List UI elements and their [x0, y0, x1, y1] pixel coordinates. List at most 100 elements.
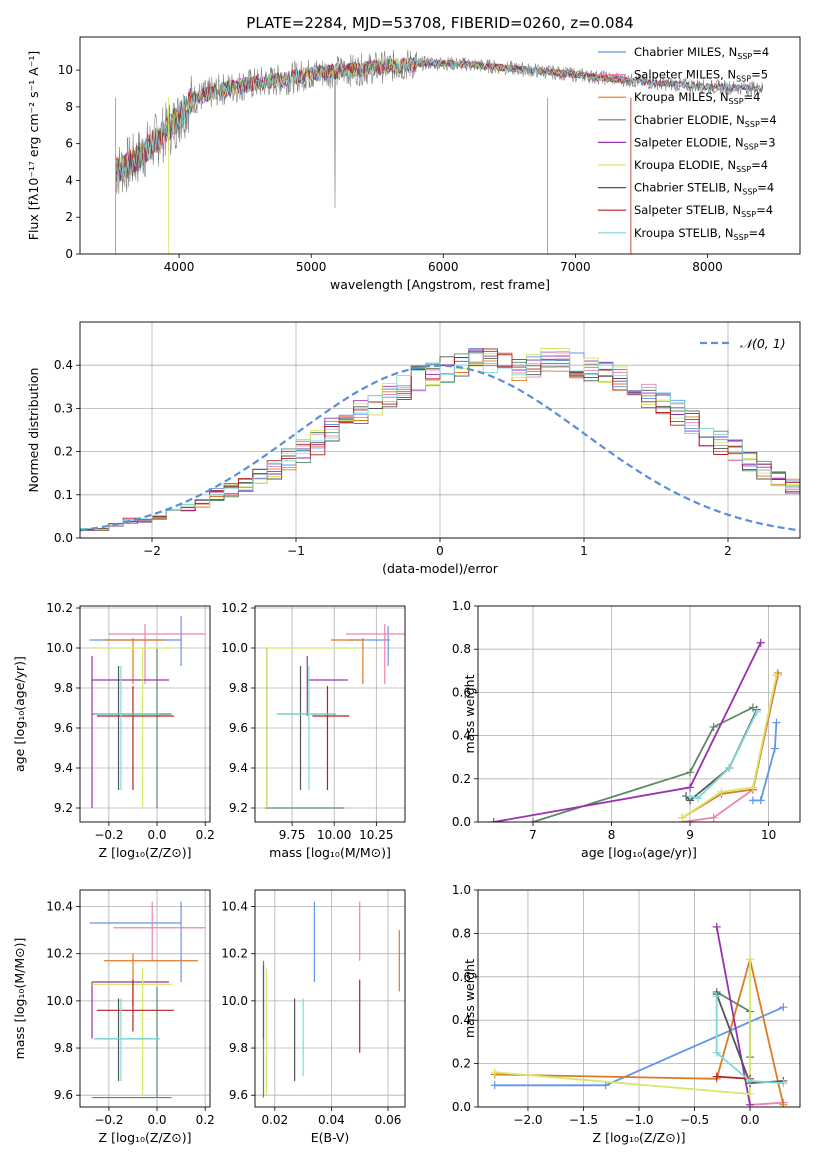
weight_vs_age-axes-frame — [477, 605, 801, 823]
residual_hist-ylabel: Normed distribution — [26, 368, 41, 493]
legend-label-text: Chabrier STELIB, N — [634, 181, 742, 195]
weight_vs_age-point-kroupa_elodie — [772, 671, 781, 680]
histogram-plot-area — [80, 347, 800, 532]
mass_vs_ebv-xtick-label: 0.04 — [318, 1113, 345, 1127]
legend-label-suffix: =4 — [756, 203, 773, 217]
weight_vs_Z-ytick-label: 0.0 — [452, 1100, 471, 1114]
residual_hist-ytick-label: 0.0 — [54, 531, 73, 545]
weight_vs_age-point-salpeter_elodie — [686, 783, 695, 792]
spectrum-xlabel: wavelength [Angstrom, rest frame] — [330, 277, 550, 292]
age_vs_Z-ytick-label: 9.6 — [54, 721, 73, 735]
weight_vs_age-point-kroupa_stelib — [752, 707, 761, 716]
age_vs_mass-xlabel: mass [log₁₀(M/M⊙)] — [269, 845, 391, 860]
spectrum-axes-frame — [79, 36, 801, 255]
age_vs_Z-ytick-label: 9.2 — [54, 801, 73, 815]
legend-label-suffix: =4 — [760, 113, 777, 127]
weight_vs_Z-xtick-label: −0.5 — [680, 1113, 709, 1127]
mass_vs_ebv-plot-area — [262, 901, 400, 1098]
weight_vs_age-series-kroupa_stelib — [689, 711, 758, 800]
weight_vs_Z-point-kroupa_miles — [779, 1100, 788, 1107]
mass_vs_ebv-axes-frame — [254, 889, 406, 1108]
weight_vs_Z-point-kroupa_stelib — [779, 1079, 788, 1088]
histogram-step-salpeter_miles — [80, 352, 800, 531]
weight_vs_Z-point-kroupa_elodie — [746, 1089, 755, 1098]
observed-spectrum-line — [115, 49, 764, 209]
weight_vs_Z-xtick-label: −1.5 — [569, 1113, 598, 1127]
residual_hist-xlabel: (data-model)/error — [382, 561, 499, 576]
weight_vs_Z-xtick-label: −1.0 — [624, 1113, 653, 1127]
weight_vs_Z-xtick-label: 0.0 — [740, 1113, 759, 1127]
legend-label-suffix: =4 — [744, 90, 761, 104]
model-spectrum-kroupa_stelib — [115, 56, 763, 184]
spectrum-xtick-label: 7000 — [560, 260, 591, 274]
weight_vs_age-ytick-label: 0.8 — [452, 642, 471, 656]
legend-label-kroupa_stelib: Kroupa STELIB, NSSP=4 — [634, 226, 765, 242]
weight_vs_age-point-kroupa_stelib — [686, 792, 695, 801]
weight_vs_Z-point-salpeter_stelib — [712, 1072, 721, 1081]
mass_vs_ebv-ytick-label: 10.4 — [221, 900, 248, 914]
spectrum-xtick-label: 5000 — [296, 260, 327, 274]
weight_vs_age-xtick-label: 10 — [761, 828, 776, 842]
legend-label-suffix: =4 — [749, 226, 766, 240]
weight_vs_Z-point-kroupa_elodie — [490, 1068, 499, 1077]
weight_vs_age-point-chabrier_miles — [748, 796, 757, 805]
age_vs_mass-ytick-label: 10.0 — [221, 641, 248, 655]
weight_vs_Z-series-salpeter_stelib — [716, 1075, 751, 1080]
weight_vs_Z-xlabel: Z [log₁₀(Z/Z⊙)] — [593, 1130, 686, 1145]
legend-label-sub: SSP — [734, 233, 749, 242]
spectrum-plot-area — [115, 49, 764, 254]
histogram-step-chabrier_miles — [80, 348, 800, 530]
histogram-step-salpeter_stelib — [80, 348, 800, 531]
spectrum-ytick-label: 4 — [65, 173, 73, 187]
mass_vs_Z-ytick-label: 9.8 — [54, 1041, 73, 1055]
weight_vs_age-point-chabrier_miles — [756, 796, 765, 805]
model-spectrum-kroupa_elodie — [115, 57, 631, 186]
histogram-axes-frame — [79, 321, 801, 539]
legend-label-sub: SSP — [745, 120, 760, 129]
weight_vs_age-xtick-label: 9 — [686, 828, 694, 842]
weight_vs_Z-ytick-label: 0.2 — [452, 1057, 471, 1071]
age_vs_Z-xtick-label: 0.2 — [196, 828, 215, 842]
legend-label-text: Kroupa MILES, N — [634, 90, 729, 104]
legend-label-chabrier_elodie: Chabrier ELODIE, NSSP=4 — [634, 113, 777, 129]
weight_vs_Z-series-kroupa_stelib — [715, 996, 784, 1084]
age_vs_Z-ytick-label: 9.4 — [54, 761, 73, 775]
mass_vs_ebv-xtick-label: 0.02 — [261, 1113, 288, 1127]
legend-label-kroupa_elodie: Kroupa ELODIE, NSSP=4 — [634, 158, 768, 174]
weight_vs_age-point-chabrier_miles — [770, 744, 779, 753]
spectrum-ytick-label: 8 — [65, 100, 73, 114]
legend-label-sub: SSP — [741, 210, 756, 219]
mass_vs_Z-xtick-label: −0.2 — [94, 1113, 123, 1127]
weight_vs_age-ytick-label: 0.4 — [452, 729, 471, 743]
age_vs_Z-plot-area — [89, 616, 206, 808]
histogram-step-kroupa_elodie — [80, 347, 800, 530]
weight_vs_Z-series-kroupa_elodie — [494, 959, 751, 1095]
mass_vs_ebv-ytick-label: 9.8 — [229, 1041, 248, 1055]
weight_vs_Z-ytick-label: 1.0 — [452, 883, 471, 897]
mass_vs_Z-ytick-label: 10.4 — [46, 900, 73, 914]
histogram-step-kroupa_miles — [80, 349, 800, 531]
histogram-step-chabrier_elodie — [80, 353, 800, 531]
spectrum-ytick-label: 2 — [65, 210, 73, 224]
normal-distribution-curve — [80, 364, 800, 532]
mass_vs_Z-xtick-label: 0.2 — [196, 1113, 215, 1127]
spectrum-title: PLATE=2284, MJD=53708, FIBERID=0260, z=0… — [246, 14, 633, 32]
weight_vs_age-point-salpeter_elodie — [489, 818, 498, 822]
weight_vs_age-xlabel: age [log₁₀(age/yr)] — [581, 845, 697, 860]
residual_hist-xtick-label: 2 — [724, 544, 732, 558]
weight_vs_age-point-kroupa_elodie — [678, 813, 687, 822]
weight_vs_age-plot-area — [489, 638, 783, 822]
weight_vs_Z-series-salpeter_miles — [749, 1101, 784, 1106]
histogram-step-chabrier_stelib — [80, 350, 800, 530]
residual_hist-ytick-label: 0.3 — [54, 401, 73, 415]
mass_vs_ebv-ytick-label: 10.2 — [221, 947, 248, 961]
legend-label-salpeter_elodie: Salpeter ELODIE, NSSP=3 — [634, 135, 776, 151]
age_vs_mass-axes-frame — [254, 605, 406, 823]
age_vs_Z-ytick-label: 9.8 — [54, 681, 73, 695]
residual_hist-xtick-label: 0 — [436, 544, 444, 558]
weight_vs_Z-point-chabrier_miles — [779, 1003, 788, 1012]
residual_hist-ytick-label: 0.2 — [54, 445, 73, 459]
mass_vs_ebv-ytick-label: 9.6 — [229, 1088, 248, 1102]
mass_vs_Z-ytick-label: 9.6 — [54, 1088, 73, 1102]
mass_vs_Z-ytick-label: 10.0 — [46, 994, 73, 1008]
